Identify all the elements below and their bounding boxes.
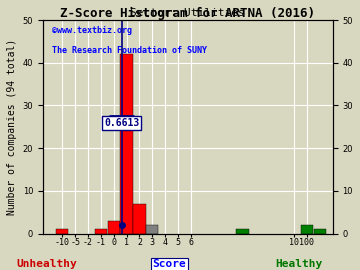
Text: 0.6613: 0.6613 xyxy=(104,117,139,128)
Bar xyxy=(56,230,68,234)
Title: Z-Score Histogram for ARTNA (2016): Z-Score Histogram for ARTNA (2016) xyxy=(60,7,315,20)
Bar xyxy=(237,230,249,234)
Text: Score: Score xyxy=(152,259,186,269)
Bar xyxy=(146,225,158,234)
Text: ©www.textbiz.org: ©www.textbiz.org xyxy=(51,26,131,35)
Text: Healthy: Healthy xyxy=(275,259,323,269)
Text: Sector: Utilities: Sector: Utilities xyxy=(130,8,245,18)
Bar xyxy=(133,204,145,234)
Bar xyxy=(121,54,133,234)
Bar xyxy=(95,230,107,234)
Bar xyxy=(301,225,313,234)
Bar xyxy=(314,230,326,234)
Text: Unhealthy: Unhealthy xyxy=(17,259,77,269)
Text: The Research Foundation of SUNY: The Research Foundation of SUNY xyxy=(51,46,207,55)
Bar xyxy=(108,221,120,234)
Y-axis label: Number of companies (94 total): Number of companies (94 total) xyxy=(7,39,17,215)
